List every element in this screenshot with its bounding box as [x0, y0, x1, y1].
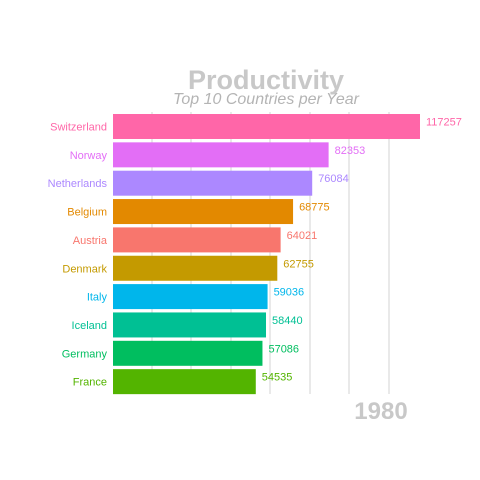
value-label: 82353: [335, 145, 366, 157]
chart-subtitle: Top 10 Countries per Year: [173, 91, 360, 108]
bars: [113, 114, 420, 394]
category-label: Germany: [62, 348, 108, 360]
year-label: 1980: [354, 398, 407, 425]
category-label: Iceland: [72, 320, 107, 332]
category-label: Netherlands: [48, 178, 108, 190]
bar-germany: [113, 341, 262, 366]
bar-netherlands: [113, 171, 312, 196]
value-label: 58440: [272, 315, 303, 327]
category-label: Switzerland: [50, 122, 107, 134]
value-label: 62755: [283, 258, 314, 270]
value-label: 76084: [318, 173, 349, 185]
bar-denmark: [113, 256, 277, 281]
bar-italy: [113, 284, 268, 309]
category-label: Norway: [70, 150, 108, 162]
bar-iceland: [113, 312, 266, 337]
value-label: 59036: [274, 287, 305, 299]
category-labels: Switzerland Norway Netherlands Belgium Austr…: [48, 122, 108, 389]
bar-switzerland: [113, 114, 420, 139]
value-label: 54535: [262, 372, 293, 384]
bar-belgium: [113, 199, 293, 224]
category-label: Belgium: [67, 207, 107, 219]
category-label: Austria: [73, 235, 108, 247]
bar-norway: [113, 142, 329, 167]
category-label: Denmark: [62, 263, 107, 275]
value-label: 64021: [287, 230, 318, 242]
bar-france: [113, 369, 256, 394]
category-label: France: [73, 377, 107, 389]
category-label: Italy: [87, 292, 108, 304]
value-label: 117257: [426, 117, 462, 129]
value-label: 68775: [299, 202, 330, 214]
value-label: 57086: [268, 343, 299, 355]
bar-austria: [113, 227, 281, 252]
